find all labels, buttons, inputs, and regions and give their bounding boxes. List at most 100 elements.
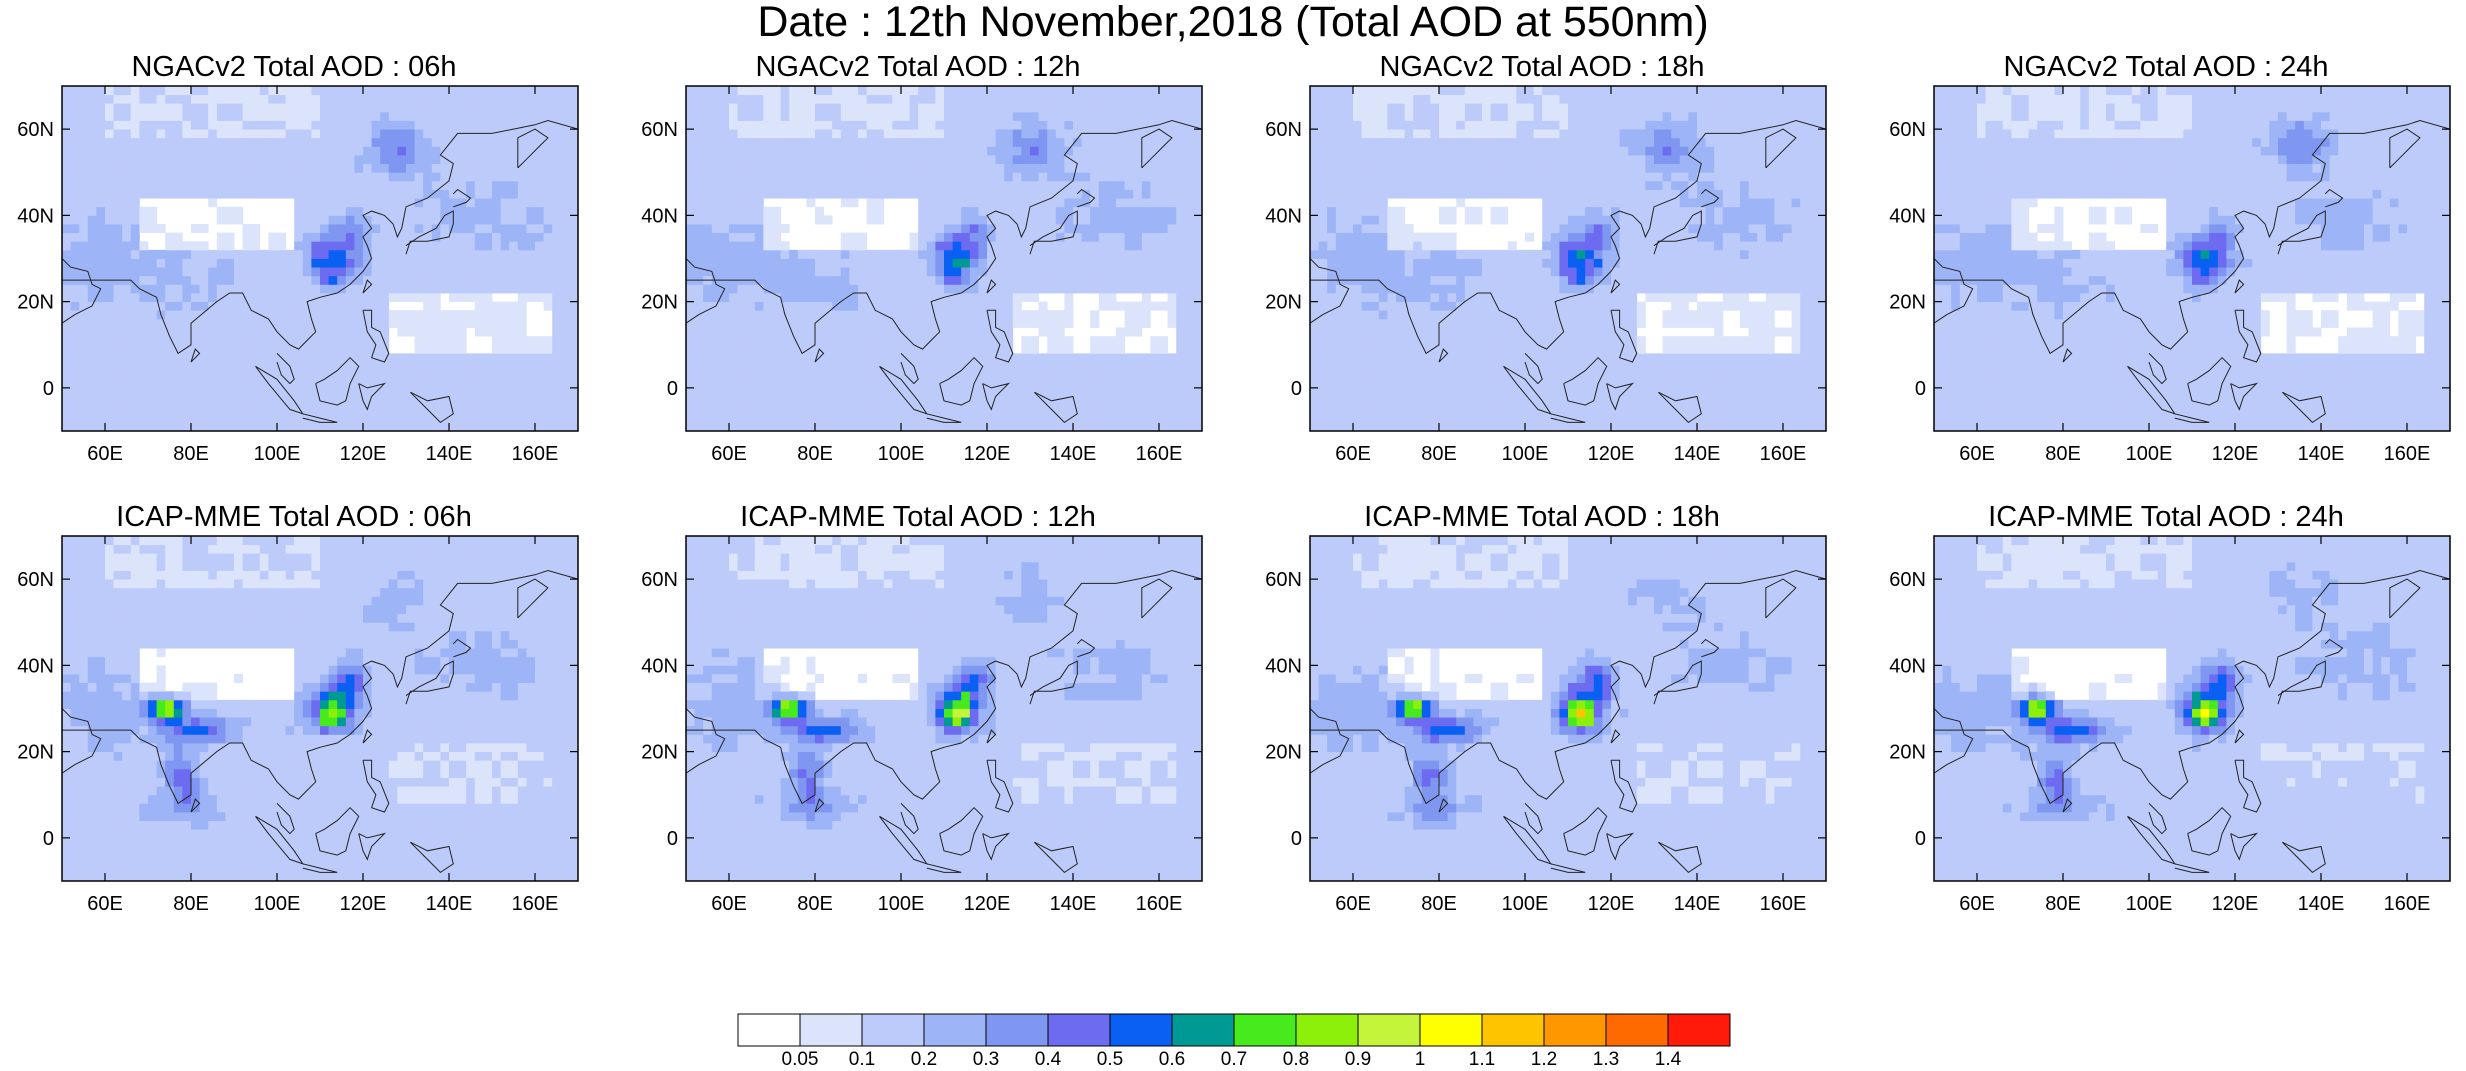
heatmap-cell xyxy=(686,232,695,242)
heatmap-cell xyxy=(397,180,407,190)
heatmap-cell xyxy=(711,146,721,156)
heatmap-cell xyxy=(1167,111,1177,121)
heatmap-cell xyxy=(952,111,962,121)
heatmap-cell xyxy=(96,129,106,139)
heatmap-cell xyxy=(130,146,140,156)
heatmap-cell xyxy=(1090,318,1100,328)
heatmap-cell xyxy=(259,405,269,415)
heatmap-cell xyxy=(560,258,570,268)
heatmap-cell xyxy=(1047,258,1057,268)
heatmap-cell xyxy=(1064,336,1074,346)
heatmap-cell xyxy=(1098,293,1108,303)
heatmap-cell xyxy=(926,301,936,311)
heatmap-cell xyxy=(517,249,527,259)
heatmap-cell xyxy=(70,284,80,294)
heatmap-cell xyxy=(96,318,106,328)
heatmap-cell xyxy=(268,94,278,104)
heatmap-cell xyxy=(1073,258,1082,268)
heatmap-cell xyxy=(199,275,209,285)
heatmap-cell xyxy=(1030,310,1039,320)
heatmap-cell xyxy=(79,198,89,208)
heatmap-cell xyxy=(1004,137,1014,147)
heatmap-cell xyxy=(1335,198,1345,208)
heatmap-cell xyxy=(789,172,799,182)
heatmap-cell xyxy=(1327,172,1337,182)
heatmap-cell xyxy=(1335,189,1345,199)
heatmap-cell xyxy=(815,146,824,156)
heatmap-cell xyxy=(1012,362,1022,372)
heatmap-cell xyxy=(130,387,140,397)
heatmap-cell xyxy=(737,172,747,182)
heatmap-cell xyxy=(1310,111,1319,121)
heatmap-cell xyxy=(517,215,527,225)
heatmap-cell xyxy=(754,94,764,104)
heatmap-cell xyxy=(371,284,381,294)
heatmap-cell xyxy=(1361,129,1371,139)
heatmap-cell xyxy=(806,189,816,199)
heatmap-cell xyxy=(431,232,441,242)
heatmap-cell xyxy=(1081,387,1091,397)
heatmap-cell xyxy=(500,405,510,415)
heatmap-cell xyxy=(79,422,89,432)
heatmap-cell xyxy=(552,267,562,277)
heatmap-cell xyxy=(1021,413,1031,423)
heatmap-cell xyxy=(952,172,962,182)
heatmap-cell xyxy=(345,293,355,303)
x-tick-label: 140E xyxy=(426,443,473,465)
heatmap-cell xyxy=(397,258,407,268)
heatmap-cell xyxy=(388,111,398,121)
heatmap-cell xyxy=(840,189,850,199)
heatmap-cell xyxy=(552,310,562,320)
heatmap-cell xyxy=(1327,310,1337,320)
heatmap-cell xyxy=(526,129,536,139)
heatmap-cell xyxy=(345,224,355,234)
heatmap-cell xyxy=(552,129,562,139)
heatmap-cell xyxy=(1370,344,1380,354)
heatmap-cell xyxy=(944,146,953,156)
heatmap-cell xyxy=(526,189,536,199)
heatmap-cell xyxy=(1327,413,1337,423)
heatmap-cell xyxy=(96,163,106,173)
heatmap-cell xyxy=(423,86,433,96)
heatmap-cell xyxy=(130,422,140,432)
heatmap-cell xyxy=(466,189,476,199)
heatmap-cell xyxy=(79,215,89,225)
heatmap-cell xyxy=(815,155,824,165)
heatmap-cell xyxy=(1038,284,1048,294)
heatmap-cell xyxy=(156,258,166,268)
heatmap-cell xyxy=(1124,379,1134,389)
heatmap-cell xyxy=(234,94,243,104)
heatmap-cell xyxy=(139,284,149,294)
heatmap-cell xyxy=(242,387,252,397)
heatmap-cell xyxy=(1141,258,1151,268)
heatmap-cell xyxy=(1335,94,1345,104)
heatmap-cell xyxy=(294,327,304,337)
heatmap-cell xyxy=(96,189,106,199)
heatmap-cell xyxy=(901,146,910,156)
heatmap-cell xyxy=(1353,189,1362,199)
heatmap-cell xyxy=(815,387,824,397)
heatmap-cell xyxy=(1090,422,1100,432)
heatmap-cell xyxy=(543,206,553,216)
heatmap-cell xyxy=(944,249,953,259)
heatmap-cell xyxy=(130,129,140,139)
heatmap-cell xyxy=(1116,258,1125,268)
heatmap-cell xyxy=(543,249,553,259)
heatmap-cell xyxy=(242,94,252,104)
heatmap-cell xyxy=(875,422,885,432)
heatmap-cell xyxy=(242,249,252,259)
heatmap-cell xyxy=(926,111,936,121)
heatmap-cell xyxy=(1353,232,1362,242)
heatmap-cell xyxy=(823,293,833,303)
heatmap-cell xyxy=(1327,318,1337,328)
heatmap-cell xyxy=(406,146,415,156)
heatmap-cell xyxy=(526,241,536,251)
heatmap-cell xyxy=(311,155,321,165)
heatmap-cell xyxy=(431,396,441,406)
heatmap-cell xyxy=(858,120,867,130)
heatmap-cell xyxy=(1116,163,1125,173)
heatmap-cell xyxy=(328,275,338,285)
heatmap-cell xyxy=(122,258,132,268)
heatmap-cell xyxy=(737,405,747,415)
heatmap-cell xyxy=(345,318,355,328)
